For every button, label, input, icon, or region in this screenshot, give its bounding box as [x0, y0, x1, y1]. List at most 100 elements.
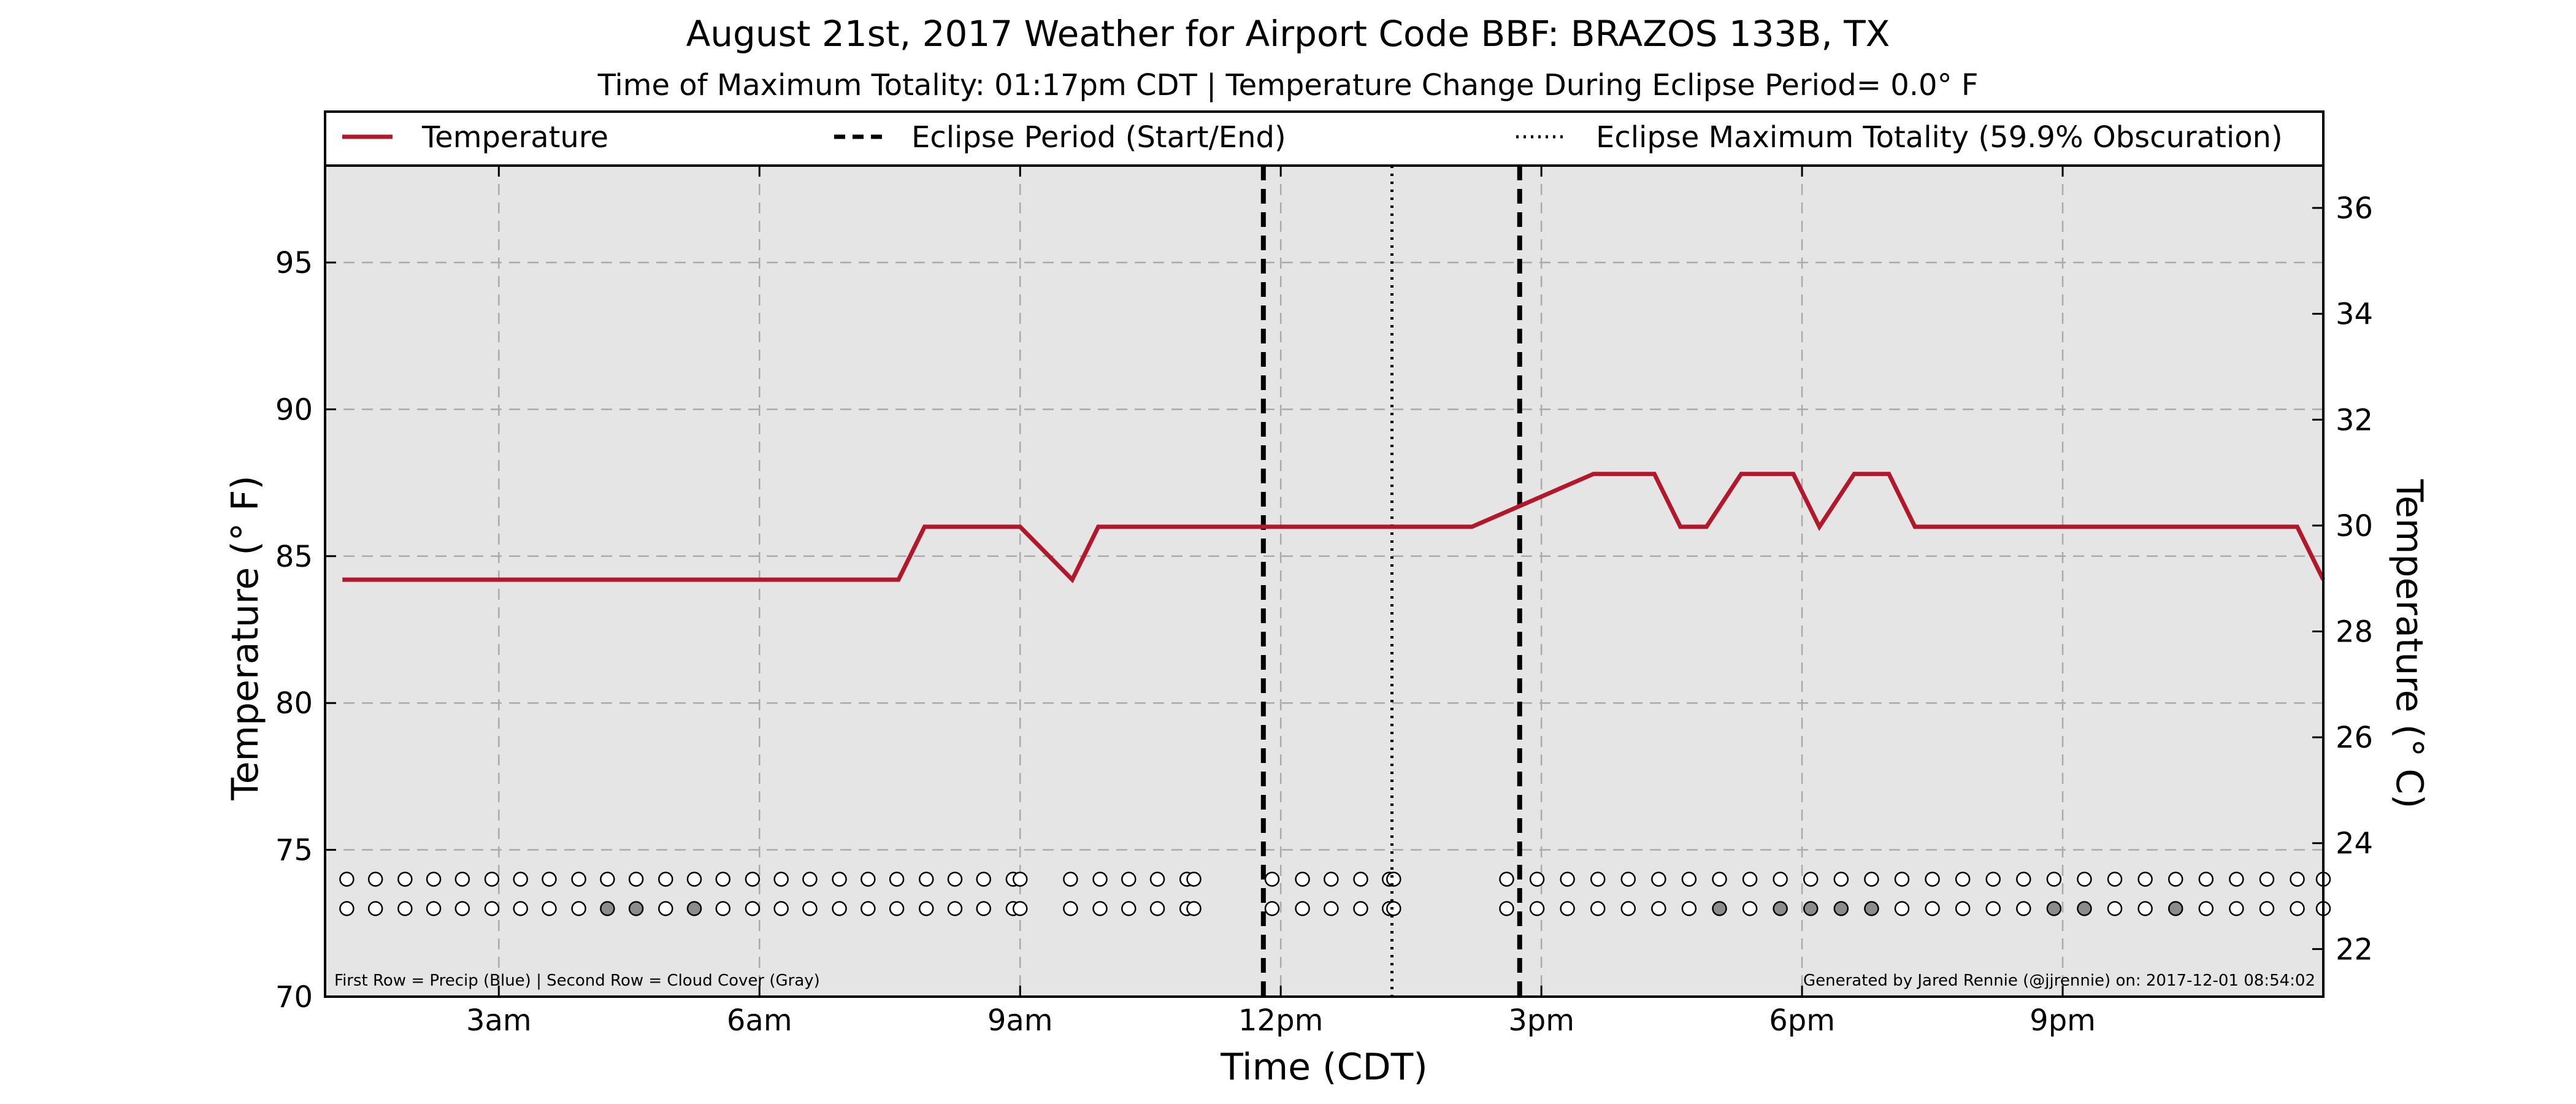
cloud-dot: [1803, 901, 1819, 916]
x-tick-label: 9pm: [2030, 1003, 2096, 1038]
cloud-dot: [1063, 901, 1078, 916]
x-tick-label: 9am: [987, 1003, 1053, 1038]
cloud-dot: [1386, 901, 1401, 916]
grid: [325, 166, 2323, 997]
cloud-dot: [1773, 901, 1788, 916]
cloud-dot: [1590, 901, 1606, 916]
x-tick-label: 6pm: [1769, 1003, 1835, 1038]
precip-dot: [367, 872, 383, 887]
precip-dot: [2046, 872, 2062, 887]
x-tick-label: 12pm: [1238, 1003, 1323, 1038]
cloud-dot: [1499, 901, 1514, 916]
precip-dot: [1955, 872, 1971, 887]
cloud-dot: [628, 901, 644, 916]
cloud-dot: [2107, 901, 2123, 916]
y-tick-label-right: 24: [2336, 827, 2373, 861]
precip-dot: [2107, 872, 2123, 887]
precip-dot: [1529, 872, 1545, 887]
precip-dot: [1264, 872, 1280, 887]
precip-dot: [1742, 872, 1758, 887]
cloud-dot: [802, 901, 818, 916]
cloud-dot: [745, 901, 761, 916]
precip-dot: [976, 872, 991, 887]
x-tick-label: 3pm: [1508, 1003, 1574, 1038]
cloud-dot: [832, 901, 847, 916]
cloud-dot: [2259, 901, 2275, 916]
y-tick-label: 80: [275, 686, 313, 721]
cloud-dot: [2137, 901, 2153, 916]
precip-dot: [889, 872, 905, 887]
cloud-dot: [2198, 901, 2214, 916]
legend-temperature-label: Temperature: [421, 120, 608, 155]
cloud-dot: [658, 901, 673, 916]
cloud-dot: [2016, 901, 2031, 916]
cloud-dot: [2077, 901, 2092, 916]
cloud-dot: [1894, 901, 1910, 916]
precip-dot: [2198, 872, 2214, 887]
y-tick-label: 75: [275, 834, 313, 868]
cloud-dot: [513, 901, 528, 916]
precip-dot: [861, 872, 876, 887]
precip-dot: [1386, 872, 1401, 887]
cloud-dot: [1985, 901, 2001, 916]
precip-dot: [339, 872, 355, 887]
y-tick-label-right: 36: [2336, 191, 2373, 226]
cloud-dot: [2290, 901, 2305, 916]
precip-dot: [571, 872, 586, 887]
precip-dot: [542, 872, 557, 887]
cloud-dot: [861, 901, 876, 916]
x-tick-label: 3am: [466, 1003, 532, 1038]
y-tick-label: 70: [275, 980, 313, 1014]
precip-dot: [2077, 872, 2092, 887]
precip-dot: [600, 872, 615, 887]
precip-dot: [454, 872, 470, 887]
y-tick-label-right: 34: [2336, 297, 2373, 332]
cloud-dot: [1353, 901, 1368, 916]
precip-dot: [628, 872, 644, 887]
precip-dot: [715, 872, 731, 887]
cloud-dot: [1121, 901, 1137, 916]
precip-dot: [658, 872, 673, 887]
cloud-dot: [976, 901, 991, 916]
y-tick-label-right: 26: [2336, 721, 2373, 755]
cloud-dot: [1620, 901, 1636, 916]
cloud-dot: [1925, 901, 1940, 916]
cloud-dot: [2046, 901, 2062, 916]
precip-dot: [1012, 872, 1028, 887]
precip-dot: [1353, 872, 1368, 887]
precip-dot: [1894, 872, 1910, 887]
cloud-dot: [600, 901, 615, 916]
axes: 3am 6am 9am 12pm 3pm 6pm 9pm 70 75 80 85 90 95 22 24 26…: [275, 166, 2373, 1038]
precip-dot: [1620, 872, 1636, 887]
y-tick-label-right: 28: [2336, 615, 2373, 649]
y-axis-label-left: Temperature (° F): [224, 475, 267, 801]
precip-dot: [426, 872, 442, 887]
x-tick-label: 6am: [727, 1003, 792, 1038]
y-tick-label-right: 22: [2336, 932, 2373, 967]
precip-dot: [2290, 872, 2305, 887]
cloud-dot: [454, 901, 470, 916]
cloud-dot: [397, 901, 413, 916]
y-tick-label: 95: [275, 246, 313, 280]
cloud-dot: [1324, 901, 1339, 916]
y-axis-label-right: Temperature (° C): [2388, 479, 2431, 809]
precip-dot: [802, 872, 818, 887]
cloud-dot: [1529, 901, 1545, 916]
y-tick-label-right: 32: [2336, 403, 2373, 437]
precip-dot: [745, 872, 761, 887]
footnote-left: First Row = Precip (Blue) | Second Row =…: [334, 972, 820, 990]
cloud-dot: [715, 901, 731, 916]
y-tick-label: 85: [275, 540, 313, 574]
legend-box: [324, 110, 2325, 167]
cloud-dot: [1651, 901, 1666, 916]
precip-dot: [832, 872, 847, 887]
cloud-dot: [426, 901, 442, 916]
legend-eclipse-max-label: Eclipse Maximum Totality (59.9% Obscurat…: [1596, 120, 2283, 155]
footnote-right: Generated by Jared Rennie (@jjrennie) on…: [1803, 972, 2315, 990]
precip-dot: [1149, 872, 1165, 887]
precip-dot: [2259, 872, 2275, 887]
chart-title: August 21st, 2017 Weather for Airport Co…: [686, 13, 1890, 55]
precip-dot: [513, 872, 528, 887]
precip-dot: [918, 872, 934, 887]
cloud-dot: [947, 901, 963, 916]
